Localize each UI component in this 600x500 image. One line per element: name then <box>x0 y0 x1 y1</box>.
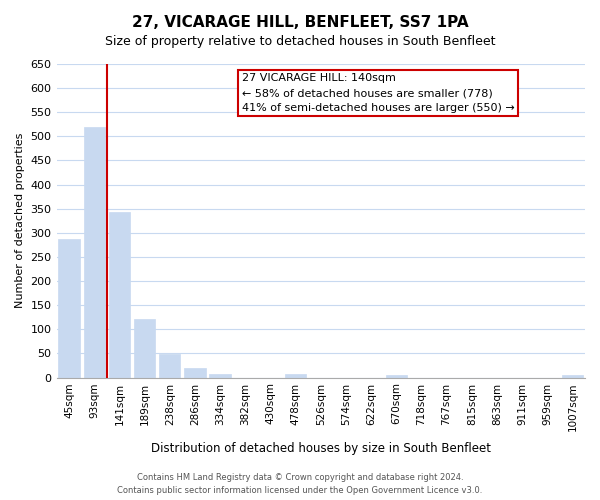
Bar <box>209 374 231 378</box>
X-axis label: Distribution of detached houses by size in South Benfleet: Distribution of detached houses by size … <box>151 442 491 455</box>
Y-axis label: Number of detached properties: Number of detached properties <box>15 133 25 308</box>
Text: 27, VICARAGE HILL, BENFLEET, SS7 1PA: 27, VICARAGE HILL, BENFLEET, SS7 1PA <box>131 15 469 30</box>
Text: Contains HM Land Registry data © Crown copyright and database right 2024.
Contai: Contains HM Land Registry data © Crown c… <box>118 474 482 495</box>
Text: 27 VICARAGE HILL: 140sqm
← 58% of detached houses are smaller (778)
41% of semi-: 27 VICARAGE HILL: 140sqm ← 58% of detach… <box>242 74 514 113</box>
Bar <box>58 238 80 378</box>
Bar <box>184 368 206 378</box>
Bar <box>562 375 583 378</box>
Bar <box>386 375 407 378</box>
Bar <box>109 212 130 378</box>
Bar <box>285 374 307 378</box>
Bar <box>83 127 105 378</box>
Text: Size of property relative to detached houses in South Benfleet: Size of property relative to detached ho… <box>105 35 495 48</box>
Bar <box>134 318 155 378</box>
Bar <box>159 354 181 378</box>
